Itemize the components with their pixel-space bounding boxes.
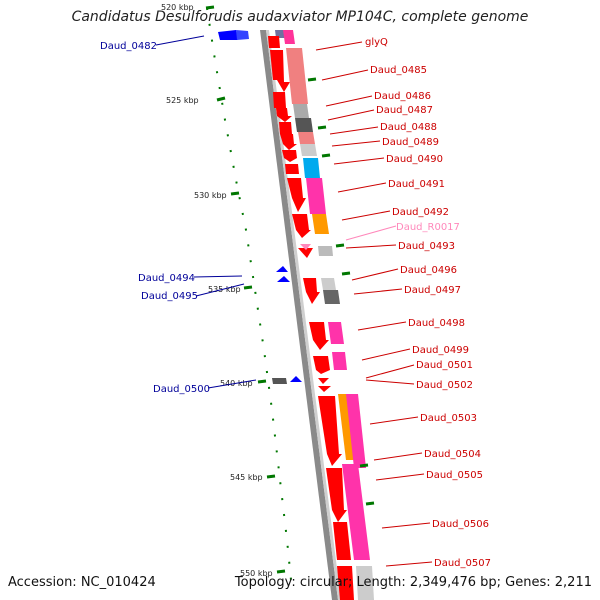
genome-backbone: [260, 30, 338, 600]
right-ticks: [307, 77, 375, 506]
tick-label-530: 530 kbp: [194, 191, 227, 200]
cds-0501: [318, 378, 329, 384]
cds-0491: [287, 178, 306, 212]
cds-0488: [280, 134, 297, 150]
label-daud-0490: Daud_0490: [386, 154, 443, 165]
left-labels: Daud_0482 Daud_0494 Daud_0495 Daud_0500: [100, 41, 210, 395]
label-daud-0491: Daud_0491: [388, 179, 445, 190]
label-daud-0493: Daud_0493: [398, 241, 455, 252]
gray-feature-540: [272, 378, 287, 384]
cds-0493: [298, 248, 313, 258]
label-daud-0489: Daud_0489: [382, 137, 439, 148]
cds-0499: [313, 356, 330, 374]
tick-label-535: 535 kbp: [208, 285, 241, 294]
label-daud-0494: Daud_0494: [138, 273, 195, 284]
label-daud-0502: Daud_0502: [416, 380, 473, 391]
tick-label-545: 545 kbp: [230, 473, 263, 482]
label-daud-0488: Daud_0488: [380, 122, 437, 133]
cds-0500: [290, 376, 302, 382]
label-daud-0498: Daud_0498: [408, 318, 465, 329]
label-glyQ: glyQ: [365, 37, 388, 48]
cds-0495: [277, 276, 290, 282]
cds-0489: [282, 150, 297, 162]
cog-track: [286, 48, 374, 600]
label-daud-0504: Daud_0504: [424, 449, 481, 460]
cds-0492: [292, 214, 311, 238]
label-daud-0487: Daud_0487: [376, 105, 433, 116]
label-daud-0492: Daud_0492: [392, 207, 449, 218]
cds-0503: [318, 396, 342, 466]
map-title: Candidatus Desulforudis audaxviator MP10…: [71, 9, 529, 25]
cds-0486: [276, 108, 292, 122]
label-daud-0505: Daud_0505: [426, 470, 483, 481]
label-daud-0485: Daud_0485: [370, 65, 427, 76]
left-leader-lines: [155, 35, 257, 389]
cds-0496: [303, 278, 320, 304]
right-leader-lines: [315, 41, 433, 567]
tick-label-550: 550 kbp: [240, 569, 273, 578]
cds-0490: [285, 164, 299, 174]
forward-cds-track: [268, 36, 354, 600]
label-daud-0503: Daud_0503: [420, 413, 477, 424]
cds-0487: [279, 122, 292, 134]
tick-label-520: 520 kbp: [161, 3, 194, 12]
scale-ticks: [205, 5, 286, 574]
cds-0485: [270, 50, 290, 92]
label-daud-0497: Daud_0497: [404, 285, 461, 296]
label-daud-0499: Daud_0499: [412, 345, 469, 356]
tick-label-525: 525 kbp: [166, 96, 199, 105]
genome-backbone-highlight: [266, 30, 341, 600]
cds-0506: [333, 522, 351, 560]
label-daud-0507: Daud_0507: [434, 558, 491, 569]
label-daud-0506: Daud_0506: [432, 519, 489, 530]
cds-0482b: [236, 30, 249, 40]
gc-content-curve: [206, 7, 293, 591]
cds-0494: [276, 266, 288, 272]
label-daud-0482: Daud_0482: [100, 41, 157, 52]
right-labels: glyQ Daud_0485 Daud_0486 Daud_0487 Daud_…: [365, 37, 491, 569]
accession-label: Accession: NC_010424: [8, 575, 156, 590]
topology-label: Topology: circular; Length: 2,349,476 bp…: [234, 575, 592, 590]
cds-0507: [337, 566, 354, 600]
reverse-cds-track: [218, 30, 302, 382]
label-daud-0500: Daud_0500: [153, 384, 210, 395]
cds-0505: [326, 468, 347, 522]
feature-top-pink: [283, 30, 295, 44]
label-daud-0486: Daud_0486: [374, 91, 431, 102]
label-daud-0496: Daud_0496: [400, 265, 457, 276]
label-daud-0501: Daud_0501: [416, 360, 473, 371]
label-daud-0495: Daud_0495: [141, 291, 198, 302]
cds-0486a: [273, 92, 286, 108]
leader-r0017: [345, 225, 397, 241]
cds-0498: [309, 322, 329, 350]
cds-0482: [218, 30, 238, 40]
label-daud-r0017: Daud_R0017: [396, 222, 460, 233]
cds-glyQ: [268, 36, 280, 48]
cds-0502: [318, 386, 331, 392]
